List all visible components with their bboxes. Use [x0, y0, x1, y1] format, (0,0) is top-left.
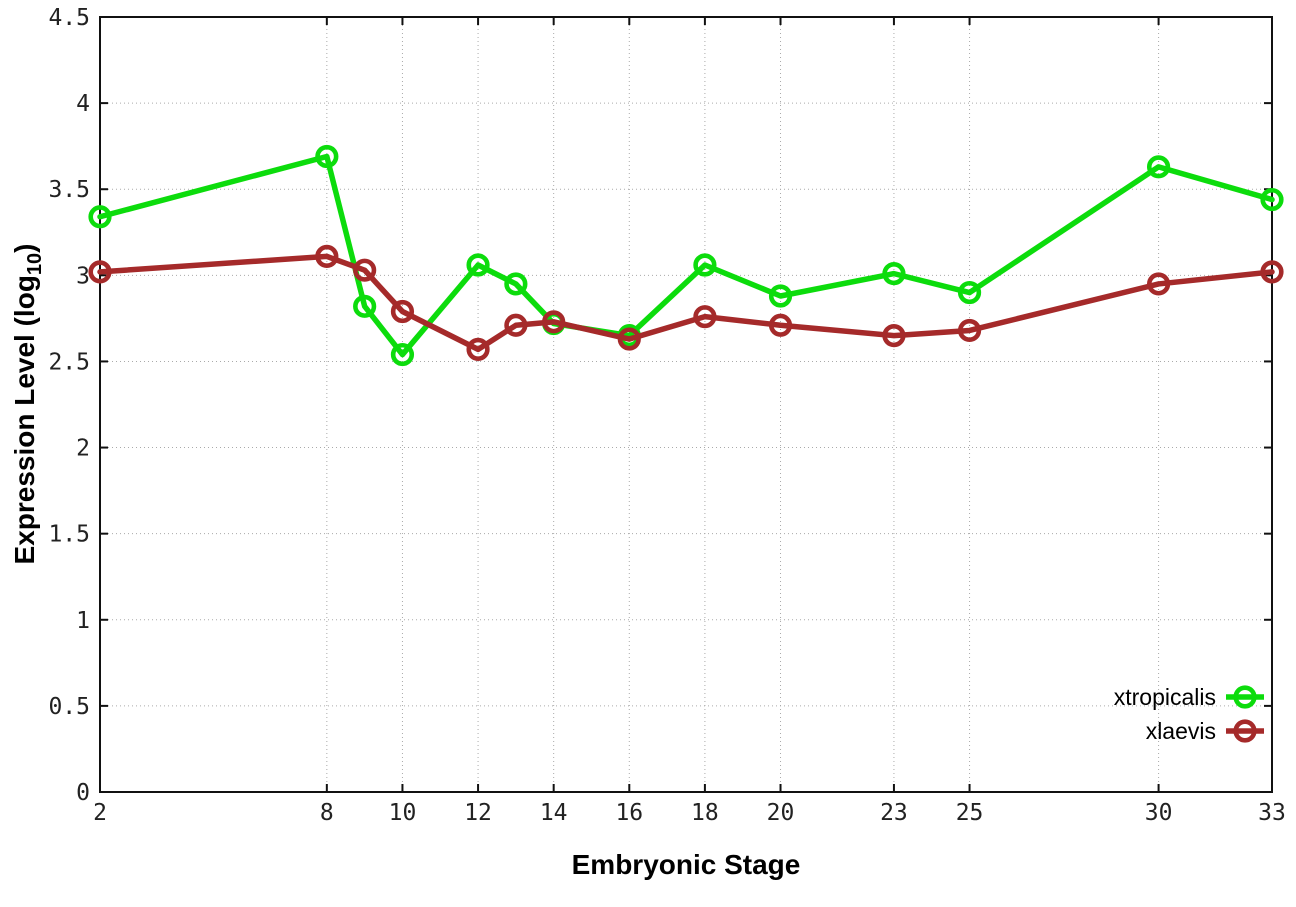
legend-item-xlaevis: xlaevis	[1146, 718, 1264, 744]
plot-border	[99, 16, 1273, 793]
y-tick-label: 0.5	[48, 694, 90, 720]
data-point-xtropicalis-30	[1146, 155, 1171, 179]
x-tick-label: 10	[389, 800, 417, 826]
y-axis-title-end: )	[9, 244, 40, 253]
legend-label-xtropicalis: xtropicalis	[1114, 684, 1216, 710]
x-tick-label: 18	[691, 800, 719, 826]
legend-marker-xlaevis	[1233, 719, 1257, 743]
data-point-xlaevis-16	[617, 327, 641, 351]
x-axis-title: Embryonic Stage	[572, 849, 801, 880]
y-tick-label: 4.5	[48, 5, 90, 31]
data-point-xtropicalis-10	[390, 342, 415, 367]
data-point-xlaevis-23	[882, 324, 906, 348]
axes-layer	[99, 16, 1273, 793]
data-point-xtropicalis-18	[693, 253, 717, 277]
x-tick-label: 2	[93, 800, 107, 826]
data-point-xlaevis-9	[353, 258, 377, 282]
data-point-xlaevis-25	[957, 318, 982, 343]
legend: xtropicalis xlaevis	[1114, 684, 1264, 744]
x-tick-label: 23	[880, 800, 908, 826]
y-tick-label: 2	[76, 436, 90, 462]
data-point-xlaevis-20	[768, 313, 793, 337]
data-point-xlaevis-14	[542, 310, 566, 334]
data-point-xtropicalis-33	[1260, 187, 1284, 212]
data-point-xlaevis-30	[1146, 272, 1171, 296]
x-tick-label: 25	[956, 800, 984, 826]
data-point-xtropicalis-25	[957, 280, 982, 305]
x-tick-label: 8	[320, 800, 334, 826]
data-point-xlaevis-13	[504, 313, 528, 337]
series-xtropicalis	[88, 144, 1284, 367]
y-tick-label: 3.5	[48, 177, 90, 203]
x-tick-label: 33	[1258, 800, 1286, 826]
y-tick-label: 3	[76, 263, 90, 289]
data-point-xtropicalis-13	[504, 272, 528, 296]
x-tick-label: 20	[767, 800, 795, 826]
y-axis-title-subscript: 10	[24, 253, 46, 275]
y-tick-label: 0	[76, 780, 90, 806]
series-layer	[88, 144, 1284, 367]
legend-marker-xtropicalis	[1233, 685, 1257, 709]
data-point-xtropicalis-12	[466, 253, 490, 277]
data-point-xlaevis-8	[315, 244, 339, 268]
x-tick-label: 12	[464, 800, 492, 826]
data-point-xlaevis-12	[466, 337, 490, 361]
x-tick-label: 30	[1145, 800, 1173, 826]
series-xlaevis	[88, 244, 1284, 361]
tick-label-layer: 2 8 10 12 14 16 18 20 23 25 30 33 0 0.5 1 1.5 2 2.5 3 3.5 4 4…	[48, 5, 1285, 826]
data-point-xtropicalis-23	[882, 262, 906, 286]
y-tick-label: 4	[76, 91, 90, 117]
data-point-xtropicalis-20	[768, 284, 793, 308]
data-point-xlaevis-33	[1260, 260, 1284, 284]
legend-item-xtropicalis: xtropicalis	[1114, 684, 1264, 710]
y-tick-label: 1	[76, 608, 90, 634]
data-point-xlaevis-18	[693, 305, 717, 329]
data-point-xlaevis-10	[390, 299, 415, 324]
y-tick-label: 1.5	[48, 522, 90, 548]
data-point-xtropicalis-8	[315, 144, 339, 169]
data-point-xtropicalis-9	[353, 294, 377, 318]
data-point-xtropicalis-2	[88, 205, 112, 229]
grid-layer	[99, 16, 1273, 793]
y-axis-title-main: Expression Level (log	[9, 275, 40, 564]
x-tick-label: 14	[540, 800, 568, 826]
x-tick-label: 16	[615, 800, 643, 826]
series-line-xlaevis	[97, 253, 1275, 353]
y-axis-title: Expression Level (log10)	[9, 244, 46, 565]
y-tick-label: 2.5	[48, 349, 90, 375]
legend-label-xlaevis: xlaevis	[1146, 718, 1216, 744]
data-point-xlaevis-2	[88, 260, 112, 284]
